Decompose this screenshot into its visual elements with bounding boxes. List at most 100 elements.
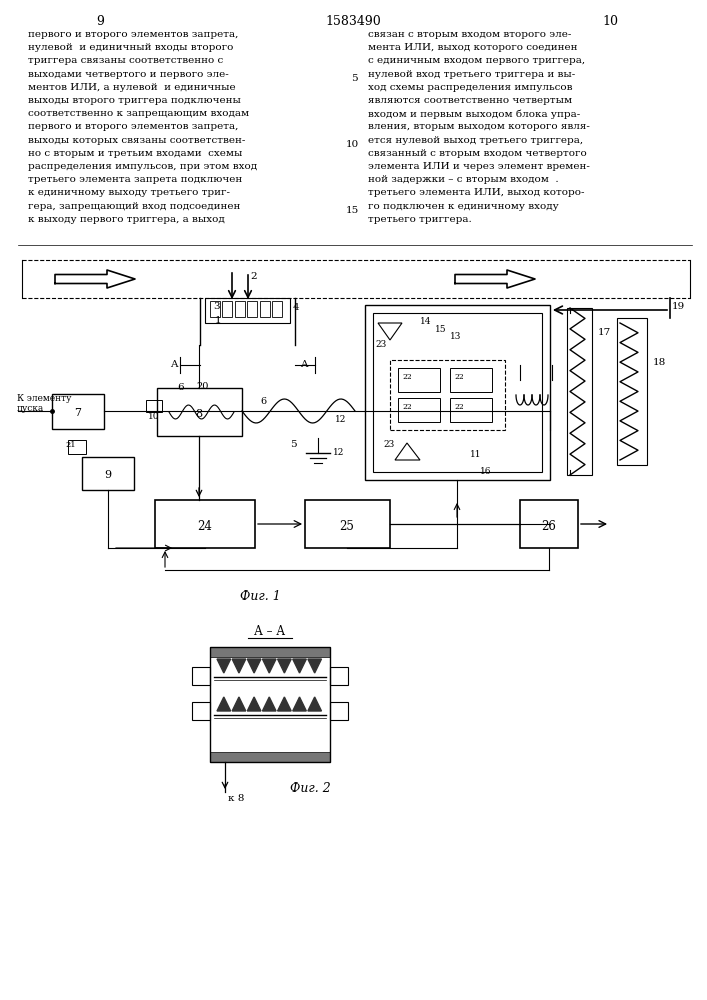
- Polygon shape: [308, 659, 322, 673]
- Bar: [330, 667, 348, 685]
- Text: вления, вторым выходом которого явля-: вления, вторым выходом которого явля-: [368, 122, 590, 131]
- Bar: [390, 360, 505, 430]
- Text: 13: 13: [450, 332, 462, 341]
- Text: выходами четвертого и первого эле-: выходами четвертого и первого эле-: [28, 70, 229, 79]
- Text: К элементу
пуска: К элементу пуска: [17, 394, 71, 413]
- Text: го подключен к единичному входу: го подключен к единичному входу: [368, 202, 559, 211]
- Bar: [210, 301, 220, 317]
- Bar: [222, 301, 232, 317]
- Text: 21: 21: [65, 441, 76, 449]
- Bar: [192, 667, 210, 685]
- Text: 10: 10: [148, 412, 160, 421]
- Bar: [210, 647, 330, 762]
- Bar: [272, 301, 282, 317]
- Text: 4: 4: [293, 303, 300, 312]
- Text: 3: 3: [213, 302, 220, 311]
- Text: 22: 22: [454, 373, 464, 381]
- Polygon shape: [278, 659, 291, 673]
- Text: 23: 23: [383, 440, 395, 449]
- Text: выходы которых связаны соответствен-: выходы которых связаны соответствен-: [28, 136, 245, 145]
- Text: ется нулевой выход третьего триггера,: ется нулевой выход третьего триггера,: [368, 136, 583, 145]
- Text: Фиг. 2: Фиг. 2: [290, 782, 331, 795]
- Text: 2: 2: [250, 272, 257, 281]
- Text: 16: 16: [480, 467, 491, 476]
- Text: к выходу первого триггера, а выход: к выходу первого триггера, а выход: [28, 215, 225, 224]
- Text: 1583490: 1583490: [325, 15, 381, 28]
- Bar: [450, 398, 492, 422]
- Bar: [205, 298, 290, 323]
- Text: первого и второго элементов запрета,: первого и второго элементов запрета,: [28, 30, 238, 39]
- Text: нулевой  и единичный входы второго: нулевой и единичный входы второго: [28, 43, 233, 52]
- Text: 5: 5: [290, 440, 297, 449]
- Polygon shape: [217, 659, 230, 673]
- Polygon shape: [293, 697, 306, 711]
- Text: третьего элемента запрета подключен: третьего элемента запрета подключен: [28, 175, 243, 184]
- Bar: [247, 301, 257, 317]
- Text: мента ИЛИ, выход которого соединен: мента ИЛИ, выход которого соединен: [368, 43, 578, 52]
- Text: связанный с вторым входом четвертого: связанный с вторым входом четвертого: [368, 149, 587, 158]
- Bar: [260, 301, 270, 317]
- Text: А – А: А – А: [255, 625, 286, 638]
- Bar: [235, 301, 245, 317]
- Text: 26: 26: [542, 520, 556, 532]
- Bar: [398, 368, 440, 392]
- Text: 12: 12: [333, 448, 344, 457]
- Text: 15: 15: [435, 325, 447, 334]
- Text: 5: 5: [351, 74, 357, 83]
- Text: ной задержки – с вторым входом  .: ной задержки – с вторым входом .: [368, 175, 559, 184]
- Text: Фиг. 1: Фиг. 1: [240, 590, 281, 603]
- Text: ход схемы распределения импульсов: ход схемы распределения импульсов: [368, 83, 573, 92]
- Polygon shape: [217, 697, 230, 711]
- Text: 24: 24: [197, 520, 212, 532]
- Text: 18: 18: [653, 358, 666, 367]
- Text: с единичным входом первого триггера,: с единичным входом первого триггера,: [368, 56, 585, 65]
- Text: выходы второго триггера подключены: выходы второго триггера подключены: [28, 96, 241, 105]
- Bar: [330, 702, 348, 720]
- Polygon shape: [262, 697, 276, 711]
- Text: 12: 12: [335, 415, 346, 424]
- Text: 25: 25: [339, 520, 354, 532]
- Polygon shape: [232, 697, 246, 711]
- Text: 22: 22: [454, 403, 464, 411]
- Text: 22: 22: [402, 373, 411, 381]
- Text: являются соответственно четвертым: являются соответственно четвертым: [368, 96, 572, 105]
- Text: A: A: [300, 360, 308, 369]
- Text: третьего триггера.: третьего триггера.: [368, 215, 472, 224]
- Bar: [192, 702, 210, 720]
- Text: 17: 17: [598, 328, 612, 337]
- Bar: [617, 318, 647, 465]
- Text: 11: 11: [470, 450, 481, 459]
- Text: 6: 6: [177, 383, 184, 392]
- Bar: [210, 647, 330, 657]
- Bar: [520, 500, 578, 548]
- Bar: [68, 440, 86, 454]
- Text: 10: 10: [602, 15, 618, 28]
- Polygon shape: [293, 659, 306, 673]
- Bar: [398, 398, 440, 422]
- Bar: [52, 394, 104, 429]
- Text: к единичному выходу третьего триг-: к единичному выходу третьего триг-: [28, 188, 230, 197]
- Text: 7: 7: [74, 408, 81, 418]
- Polygon shape: [262, 659, 276, 673]
- Text: 1: 1: [215, 316, 221, 325]
- Bar: [146, 400, 162, 412]
- Text: распределения импульсов, при этом вход: распределения импульсов, при этом вход: [28, 162, 257, 171]
- Bar: [155, 500, 255, 548]
- Polygon shape: [247, 659, 261, 673]
- Text: к 8: к 8: [228, 794, 245, 803]
- Text: 15: 15: [346, 206, 358, 215]
- Text: 8: 8: [195, 409, 203, 419]
- Polygon shape: [247, 697, 261, 711]
- Text: элемента ИЛИ и через элемент времен-: элемента ИЛИ и через элемент времен-: [368, 162, 590, 171]
- Bar: [157, 388, 242, 436]
- Text: третьего элемента ИЛИ, выход которо-: третьего элемента ИЛИ, выход которо-: [368, 188, 585, 197]
- Text: ментов ИЛИ, а нулевой  и единичные: ментов ИЛИ, а нулевой и единичные: [28, 83, 235, 92]
- Polygon shape: [308, 697, 322, 711]
- Text: нулевой вход третьего триггера и вы-: нулевой вход третьего триггера и вы-: [368, 70, 575, 79]
- Text: 20: 20: [196, 382, 209, 391]
- Text: 14: 14: [420, 317, 431, 326]
- Text: A: A: [170, 360, 177, 369]
- Text: первого и второго элементов запрета,: первого и второго элементов запрета,: [28, 122, 238, 131]
- Bar: [210, 752, 330, 762]
- Text: но с вторым и третьим входами  схемы: но с вторым и третьим входами схемы: [28, 149, 243, 158]
